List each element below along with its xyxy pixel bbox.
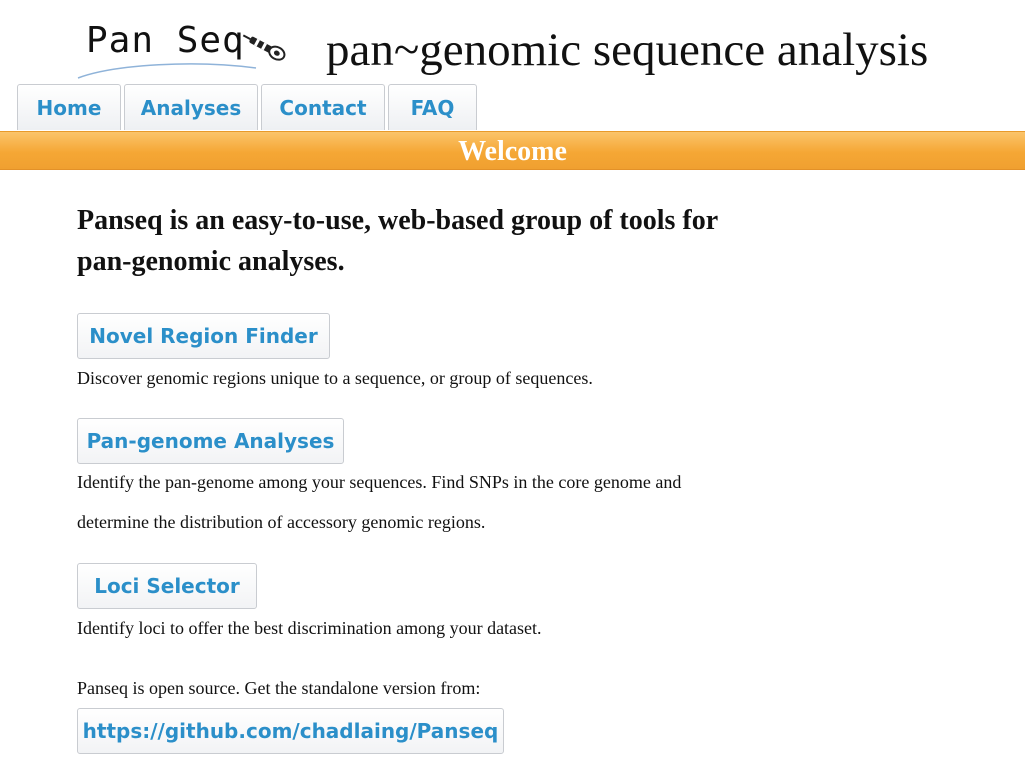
site-title: pan~genomic sequence analysis [326, 24, 929, 76]
loci-selector-description: Identify loci to offer the best discrimi… [77, 618, 542, 638]
intro-text: Panseq is an easy-to-use, web-based grou… [77, 205, 718, 277]
tab-analyses[interactable]: Analyses [124, 84, 258, 130]
panseq-logo[interactable]: Pan Seq [76, 14, 306, 86]
tab-contact[interactable]: Contact [261, 84, 385, 130]
novel-region-finder-description: Discover genomic regions unique to a seq… [77, 368, 593, 388]
logo-text: Pan Seq [86, 20, 245, 61]
loci-selector-button[interactable]: Loci Selector [77, 563, 257, 609]
novel-region-finder-button[interactable]: Novel Region Finder [77, 313, 330, 359]
open-source-text: Panseq is open source. Get the standalon… [77, 678, 481, 698]
pan-genome-analyses-button[interactable]: Pan-genome Analyses [77, 418, 344, 464]
main-content: Panseq is an easy-to-use, web-based grou… [77, 200, 777, 754]
welcome-banner: Welcome [0, 131, 1025, 170]
banner-title: Welcome [458, 135, 567, 167]
main-nav: Home Analyses Contact FAQ [17, 84, 480, 130]
pan-genome-analyses-description: Identify the pan-genome among your seque… [77, 472, 682, 532]
tab-faq[interactable]: FAQ [388, 84, 477, 130]
tab-home[interactable]: Home [17, 84, 121, 130]
logo-graphic [77, 34, 286, 79]
github-link-button[interactable]: https://github.com/chadlaing/Panseq [77, 708, 504, 754]
